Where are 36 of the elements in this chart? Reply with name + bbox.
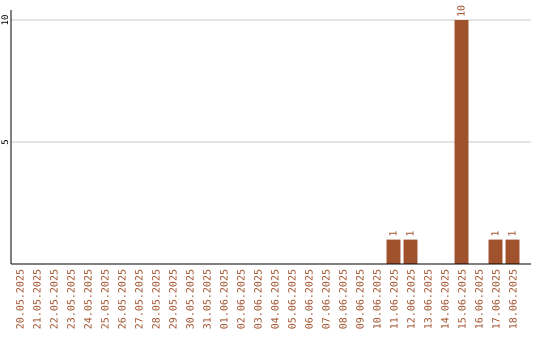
- y-tick-label: 5: [1, 139, 11, 145]
- x-tick-label: 27.05.2025: [134, 269, 146, 330]
- x-tick-label: 28.05.2025: [152, 269, 162, 330]
- data-label: 1: [508, 230, 518, 237]
- x-tick-label: 10.06.2025: [372, 269, 384, 330]
- x-tick-label: 17.06.2025: [492, 269, 502, 330]
- x-tick-label: 04.06.2025: [270, 269, 282, 330]
- data-label: 1: [388, 230, 400, 237]
- x-tick-label: 14.06.2025: [440, 269, 452, 330]
- x-tick-label: 09.06.2025: [356, 269, 366, 330]
- x-tick-label: 24.05.2025: [84, 269, 94, 330]
- x-tick-label: 08.06.2025: [338, 269, 350, 330]
- data-label: 1: [406, 230, 416, 237]
- x-tick-label: 30.05.2025: [186, 269, 196, 330]
- x-tick-label: 12.06.2025: [406, 269, 418, 330]
- x-tick-label: 29.05.2025: [168, 269, 180, 330]
- x-tick-label: 05.06.2025: [288, 269, 298, 330]
- x-tick-label: 23.05.2025: [66, 269, 78, 330]
- x-tick-label: 21.05.2025: [32, 269, 44, 330]
- x-tick-label: 31.05.2025: [202, 269, 214, 330]
- x-tick-label: 15.06.2025: [458, 269, 468, 330]
- x-tick-label: 22.05.2025: [50, 269, 60, 330]
- x-tick-label: 02.06.2025: [236, 269, 248, 330]
- x-tick-label: 06.06.2025: [304, 269, 316, 330]
- x-tick-label: 20.05.2025: [16, 269, 26, 330]
- x-tick-label: 01.06.2025: [220, 269, 230, 330]
- x-tick-label: 11.06.2025: [390, 269, 400, 330]
- x-tick-label: 25.05.2025: [100, 269, 112, 330]
- data-label: 10: [456, 4, 468, 17]
- data-label: 1: [490, 230, 502, 237]
- x-tick-label: 18.06.2025: [508, 269, 520, 330]
- x-tick-label: 03.06.2025: [254, 269, 264, 330]
- x-tick-label: 13.06.2025: [424, 269, 434, 330]
- x-tick-label: 26.05.2025: [118, 269, 128, 330]
- x-tick-label: 07.06.2025: [322, 269, 332, 330]
- x-tick-label: 16.06.2025: [474, 269, 486, 330]
